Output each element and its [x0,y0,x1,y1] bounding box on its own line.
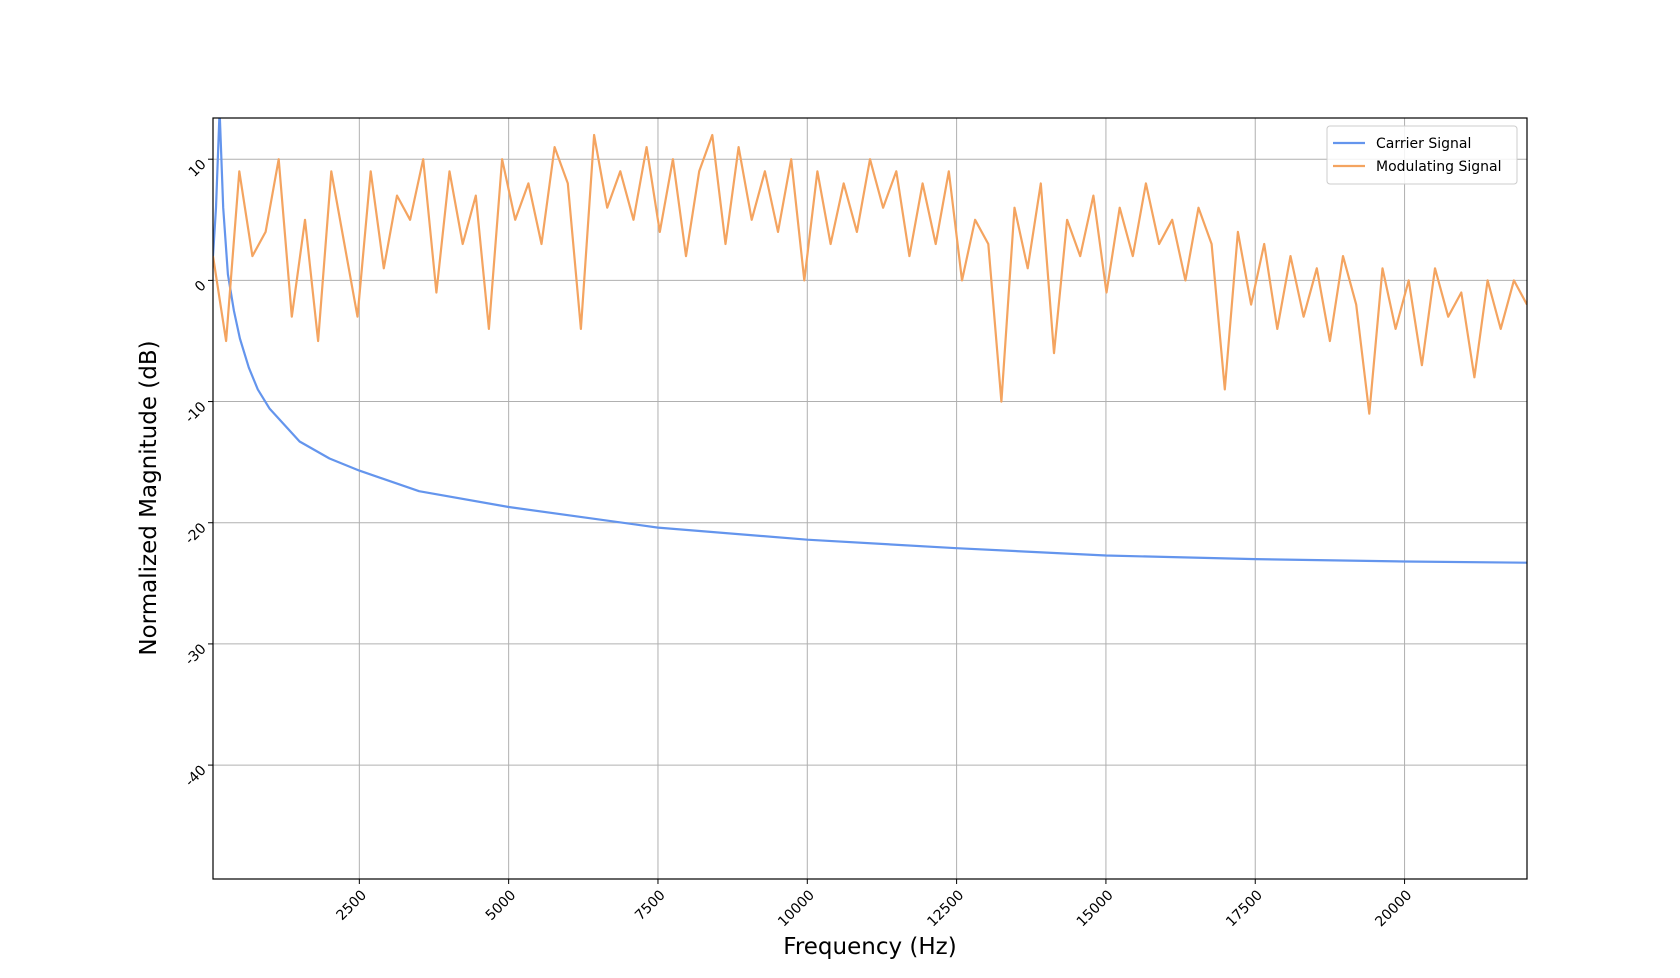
legend-label: Carrier Signal [1376,136,1471,152]
axes-frame [212,117,1528,880]
x-axis-label: Frequency (Hz) [783,934,956,960]
y-tick-label: 0 [192,278,210,296]
x-tick-label: 2500 [333,887,370,924]
legend-label: Modulating Signal [1376,159,1501,175]
x-tick-label: 12500 [924,887,967,930]
x-tick-label: 15000 [1074,887,1117,930]
y-tick-label: -30 [182,641,209,668]
series-line [213,133,1527,415]
x-tick-label: 10000 [775,887,818,930]
series-line [213,118,1527,564]
y-tick-label: 10 [186,157,210,181]
y-tick-label: -20 [182,520,209,547]
y-tick-label: -10 [182,399,209,426]
y-tick-label: -40 [182,762,209,789]
legend-box [1326,125,1518,185]
x-tick-label: 20000 [1372,887,1415,930]
x-tick-label: 17500 [1223,887,1266,930]
x-tick-label: 7500 [632,887,669,924]
y-axis-label: Normalized Magnitude (dB) [136,340,162,655]
x-tick-label: 5000 [483,887,520,924]
